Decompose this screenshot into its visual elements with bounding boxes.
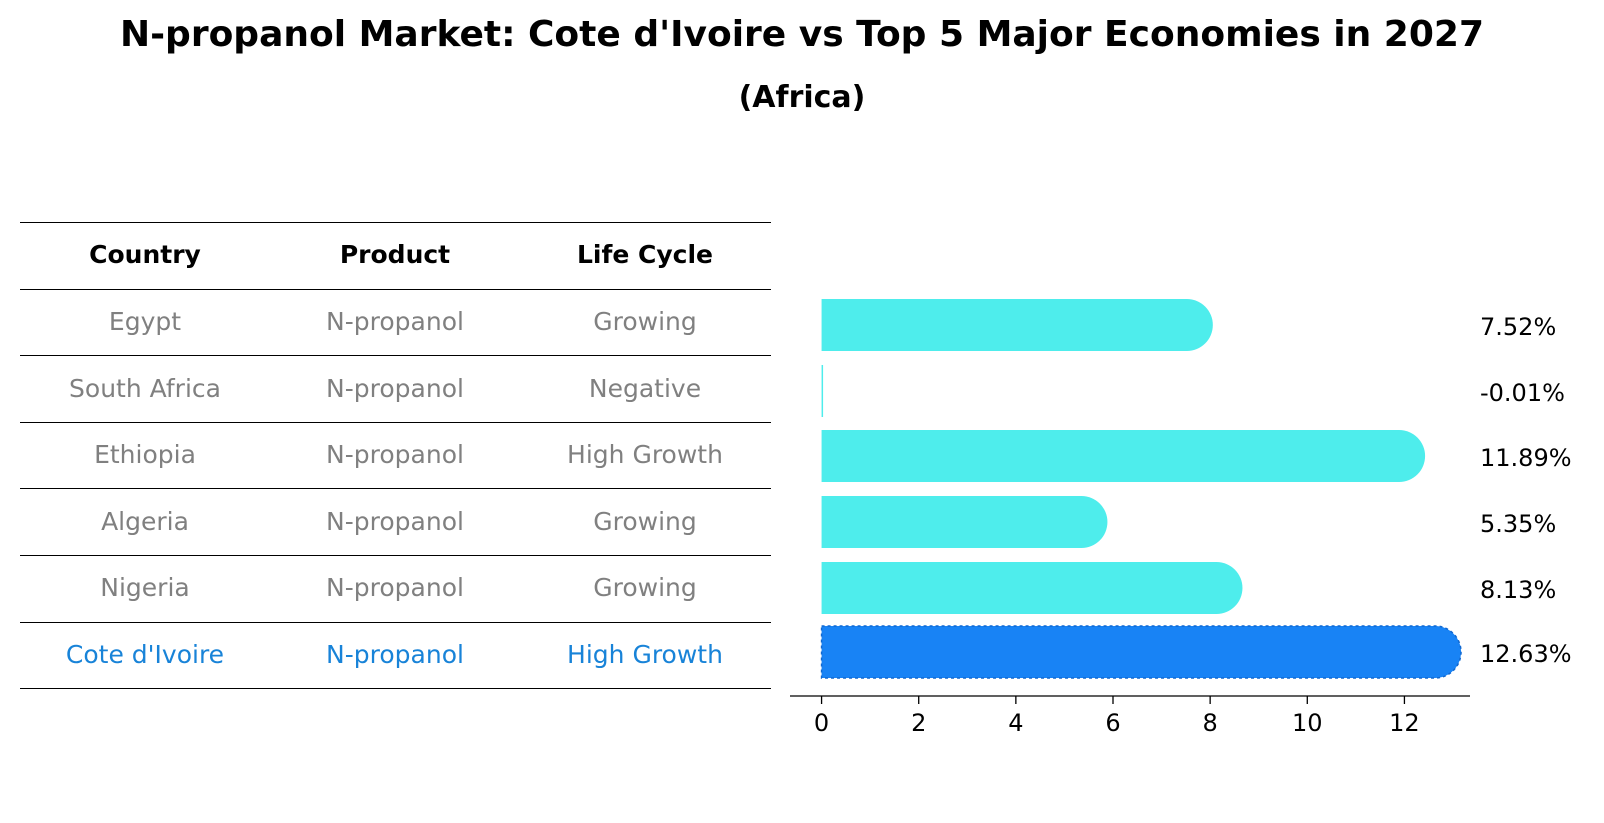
x-tick-label: 6 <box>1105 709 1120 737</box>
bar-algeria <box>821 496 1108 548</box>
table-cell-product: N-propanol <box>326 573 464 603</box>
table-header-life-cycle: Life Cycle <box>576 240 714 270</box>
bar-egypt <box>821 299 1213 351</box>
table-cell-country: Egypt <box>108 306 182 336</box>
x-tick-label: 4 <box>1008 709 1023 737</box>
table-cell-product: N-propanol <box>326 373 464 403</box>
value-label: 8.13% <box>1480 576 1556 604</box>
table-rule <box>20 222 771 223</box>
bar-group <box>820 299 1462 679</box>
table-cell-country: Nigeria <box>100 573 190 603</box>
table-cell-country: Cote d'Ivoire <box>65 639 225 669</box>
value-label: 5.35% <box>1480 510 1556 538</box>
x-tick-label: 0 <box>814 709 829 737</box>
table-rule <box>20 355 771 357</box>
table-cell-country: Algeria <box>101 506 189 536</box>
bar-cote-d-ivoire <box>820 625 1462 679</box>
x-axis: 0 2 4 6 8 10 12 <box>790 695 1470 737</box>
x-tick-label: 12 <box>1389 709 1420 737</box>
chart-subtitle: (Africa) <box>738 80 866 115</box>
value-label: 12.63% <box>1480 640 1572 668</box>
chart-title: N-propanol Market: Cote d'Ivoire vs Top … <box>119 14 1484 55</box>
table-rule <box>20 488 771 490</box>
table-cell-life-cycle: Negative <box>588 373 702 403</box>
table-rule <box>20 288 771 290</box>
table-cell-life-cycle: Growing <box>593 306 697 336</box>
bar-nigeria <box>821 562 1243 614</box>
table-rule <box>20 555 771 556</box>
table-header-country: Country <box>89 240 201 270</box>
table-cell-life-cycle: High Growth <box>567 440 723 470</box>
bar-south-africa <box>821 365 824 417</box>
x-tick-label: 2 <box>911 709 926 737</box>
table-cell-life-cycle: Growing <box>593 506 697 536</box>
table-cell-product: N-propanol <box>326 440 464 470</box>
table-cell-life-cycle: Growing <box>593 573 697 603</box>
table-cell-product: N-propanol <box>326 639 464 669</box>
table-cell-life-cycle: High Growth <box>567 639 723 669</box>
value-label: 11.89% <box>1480 444 1572 472</box>
value-label: 7.52% <box>1480 313 1556 341</box>
value-label-group: 7.52% -0.01% 11.89% 5.35% 8.13% 12.63% <box>1480 313 1572 668</box>
table-rule <box>20 421 771 423</box>
table-cell-country: South Africa <box>69 373 221 403</box>
table-cell-country: Ethiopia <box>94 440 196 470</box>
value-label: -0.01% <box>1480 379 1565 407</box>
x-tick-label: 8 <box>1203 709 1218 737</box>
table-cell-product: N-propanol <box>326 306 464 336</box>
table-rule <box>20 688 771 690</box>
x-tick-label: 10 <box>1292 709 1323 737</box>
bar-ethiopia <box>821 430 1426 482</box>
table-header-product: Product <box>339 240 451 270</box>
table-cell-product: N-propanol <box>326 506 464 536</box>
table-rule <box>20 621 771 623</box>
